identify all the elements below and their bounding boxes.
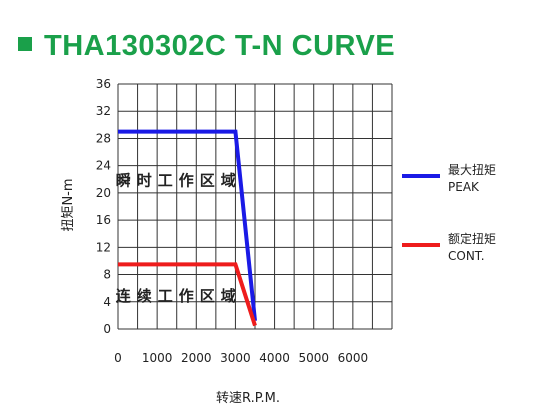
x-tick-label: 6000: [338, 351, 369, 365]
y-tick-label: 8: [103, 268, 111, 282]
x-axis-label: 转速R.P.M.: [216, 391, 280, 406]
y-axis-ticks: 0 4 8 12 16 20 24 28 32 36: [96, 77, 111, 336]
y-tick-label: 12: [96, 240, 111, 254]
y-tick-label: 24: [96, 159, 111, 173]
y-tick-label: 16: [96, 213, 111, 227]
y-tick-label: 0: [103, 322, 111, 336]
legend-label-en: PEAK: [448, 180, 480, 194]
x-tick-label: 4000: [259, 351, 290, 365]
y-tick-label: 20: [96, 186, 111, 200]
series-line: [118, 129, 257, 322]
x-tick-label: 2000: [181, 351, 212, 365]
x-tick-label: 1000: [142, 351, 173, 365]
title-bullet-icon: [18, 37, 32, 52]
zone-annotation: 连续工作区域: [116, 287, 242, 305]
x-tick-label: 0: [114, 351, 122, 365]
legend-label: 额定扭矩: [448, 231, 496, 246]
y-tick-label: 36: [96, 77, 111, 91]
legend-label-en: CONT.: [448, 249, 485, 263]
chart-title-text: THA130302C T-N CURVE: [44, 30, 396, 62]
y-axis-label: 扭矩N-m: [61, 178, 76, 231]
x-axis-ticks: 0 1000 2000 3000 4000 5000 6000: [114, 351, 368, 365]
y-tick-label: 32: [96, 104, 111, 118]
zone-annotation: 瞬时工作区域: [116, 171, 242, 189]
x-tick-label: 3000: [220, 351, 251, 365]
legend-label: 最大扭矩: [448, 163, 496, 177]
chart-series: [118, 129, 257, 327]
chart-legend: 最大扭矩 PEAK 额定扭矩 CONT.: [402, 163, 496, 263]
chart-grid: [117, 83, 393, 330]
series-line: [118, 262, 257, 327]
chart-title: THA130302C T-N CURVE: [18, 30, 395, 63]
y-tick-label: 4: [103, 295, 111, 309]
x-tick-label: 5000: [298, 351, 329, 365]
y-tick-label: 28: [96, 131, 111, 145]
